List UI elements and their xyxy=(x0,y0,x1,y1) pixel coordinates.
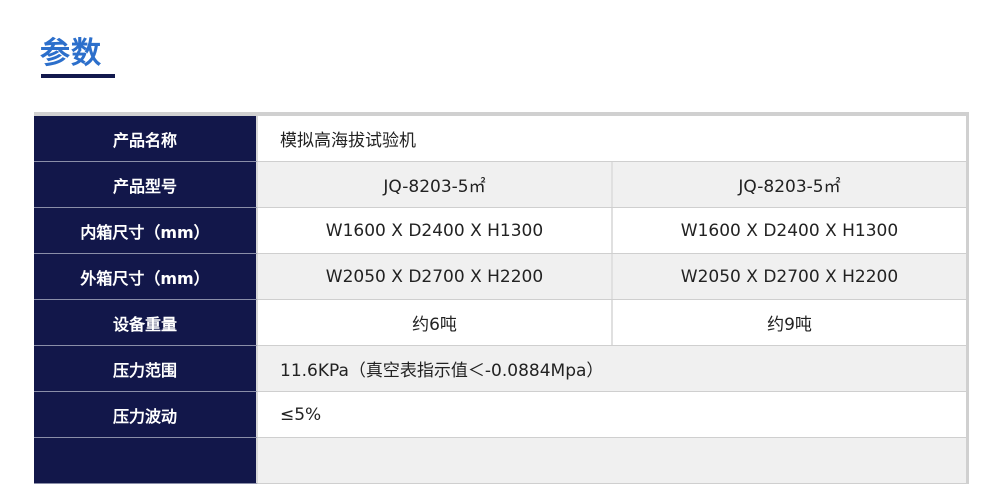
row-value: ≤5% xyxy=(258,392,966,437)
row-value: 模拟高海拔试验机 xyxy=(258,116,966,161)
row-label xyxy=(34,438,258,484)
table-row: 压力范围 11.6KPa（真空表指示值＜-0.0884Mpa） xyxy=(34,346,966,392)
table-row: 设备重量 约6吨 约9吨 xyxy=(34,300,966,346)
spec-table: 产品名称 模拟高海拔试验机 产品型号 JQ-8203-5㎡ JQ-8203-5㎡… xyxy=(34,112,969,484)
row-value xyxy=(258,438,966,483)
table-row: 内箱尺寸（mm） W1600 X D2400 X H1300 W1600 X D… xyxy=(34,208,966,254)
row-value: 约9吨 xyxy=(611,300,966,345)
row-label: 设备重量 xyxy=(34,300,258,346)
row-label: 产品名称 xyxy=(34,116,258,162)
row-label: 压力范围 xyxy=(34,346,258,392)
table-row: 外箱尺寸（mm） W2050 X D2700 X H2200 W2050 X D… xyxy=(34,254,966,300)
table-row: 压力波动 ≤5% xyxy=(34,392,966,438)
row-value: 11.6KPa（真空表指示值＜-0.0884Mpa） xyxy=(258,346,966,391)
row-label: 外箱尺寸（mm） xyxy=(34,254,258,300)
row-value: W2050 X D2700 X H2200 xyxy=(258,254,611,299)
row-label: 内箱尺寸（mm） xyxy=(34,208,258,254)
table-row: 产品名称 模拟高海拔试验机 xyxy=(34,116,966,162)
row-label: 产品型号 xyxy=(34,162,258,208)
table-row xyxy=(34,438,966,484)
row-value: 约6吨 xyxy=(258,300,611,345)
row-value: W1600 X D2400 X H1300 xyxy=(258,208,611,253)
row-value: JQ-8203-5㎡ xyxy=(258,162,611,207)
section-title: 参数 xyxy=(40,36,102,71)
row-label: 压力波动 xyxy=(34,392,258,438)
table-row: 产品型号 JQ-8203-5㎡ JQ-8203-5㎡ xyxy=(34,162,966,208)
row-value: W2050 X D2700 X H2200 xyxy=(611,254,966,299)
row-value: W1600 X D2400 X H1300 xyxy=(611,208,966,253)
title-underline xyxy=(41,74,115,78)
row-value: JQ-8203-5㎡ xyxy=(611,162,966,207)
